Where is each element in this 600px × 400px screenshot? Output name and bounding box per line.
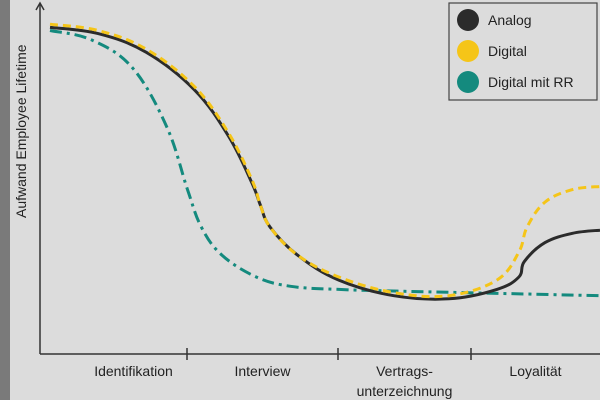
legend-label: Digital [488,43,527,59]
series-line-digital [49,22,600,299]
legend-label: Analog [488,12,532,28]
legend-swatch [457,71,479,93]
legend-label: Digital mit RR [488,74,574,90]
category-label: Loyalität [509,363,561,379]
left-edge-strip [0,0,10,400]
category-label: Interview [234,363,291,379]
category-label: Identifikation [94,363,173,379]
legend-swatch [457,9,479,31]
category-label: Vertrags- [376,363,433,379]
y-axis-arrow [35,1,45,11]
legend-swatch [457,40,479,62]
legend: Analog Digital Digital mit RR [448,2,598,101]
y-axis-label: Aufwand Employee Lifetime [13,44,29,218]
category-label-line2: unterzeichnung [357,383,453,399]
